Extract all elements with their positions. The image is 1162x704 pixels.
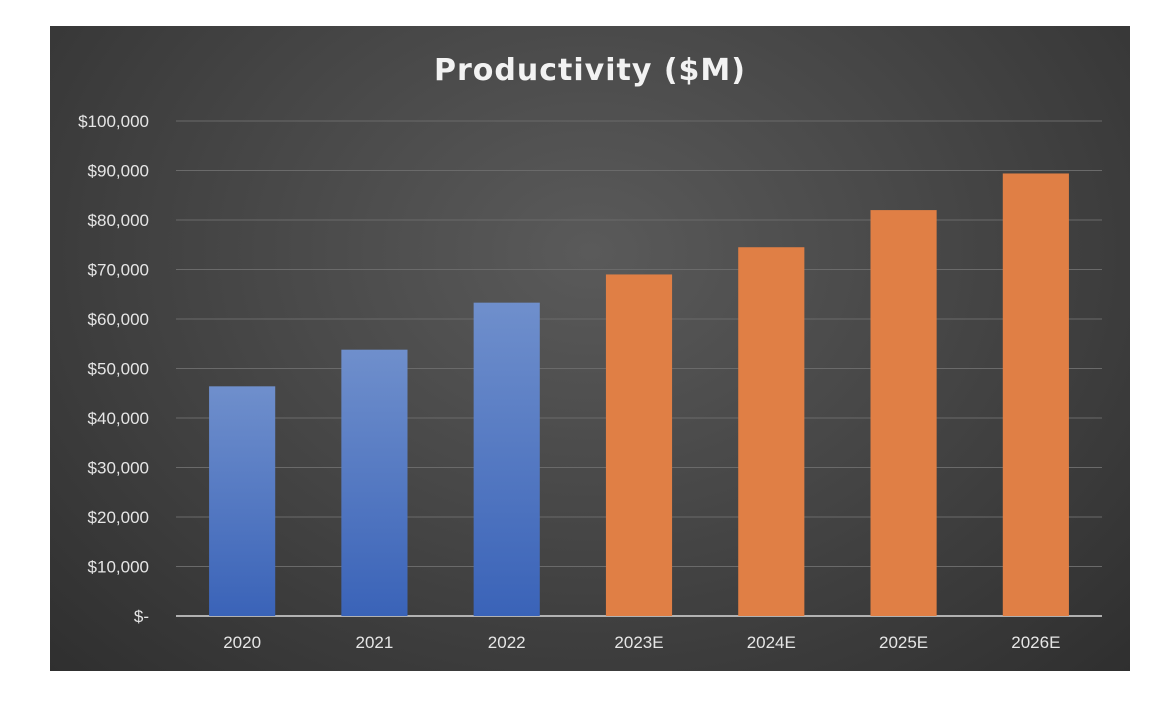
x-tick-label: 2021 <box>356 633 394 652</box>
y-axis-ticks: $- $10,000 $20,000 $30,000 $40,000 $50,000 $60… <box>78 112 149 626</box>
y-tick-label: $- <box>134 607 149 626</box>
x-tick-label: 2025E <box>879 633 928 652</box>
y-tick-label: $100,000 <box>78 112 149 131</box>
x-tick-label: 2024E <box>747 633 796 652</box>
bar-2023E <box>605 274 673 616</box>
bar-2020 <box>209 386 276 616</box>
x-tick-label: 2020 <box>223 633 261 652</box>
y-tick-label: $30,000 <box>88 459 149 478</box>
x-tick-label: 2026E <box>1011 633 1060 652</box>
y-tick-label: $80,000 <box>88 211 149 230</box>
bars <box>209 173 1069 616</box>
bar-2021 <box>341 349 408 616</box>
bar-2024E <box>738 247 805 616</box>
chart-title: Productivity ($M) <box>434 53 746 88</box>
x-tick-label: 2022 <box>488 633 526 652</box>
bar-2022 <box>473 302 540 616</box>
chart-panel: Productivity ($M) $- $10,000 $20,000 $30,00… <box>50 26 1130 671</box>
x-tick-label: 2023E <box>614 633 663 652</box>
y-tick-label: $60,000 <box>88 310 149 329</box>
y-tick-label: $90,000 <box>88 162 149 181</box>
y-tick-label: $50,000 <box>88 360 149 379</box>
y-tick-label: $40,000 <box>88 409 149 428</box>
bar-2025E <box>870 210 937 616</box>
y-tick-label: $10,000 <box>88 558 149 577</box>
x-axis-ticks: 2020 2021 2022 2023E 2024E 2025E 2026E <box>223 633 1060 652</box>
y-tick-label: $70,000 <box>88 261 149 280</box>
y-tick-label: $20,000 <box>88 508 149 527</box>
bar-2026E <box>1002 173 1069 616</box>
bar-chart: Productivity ($M) $- $10,000 $20,000 $30,00… <box>78 53 1102 652</box>
